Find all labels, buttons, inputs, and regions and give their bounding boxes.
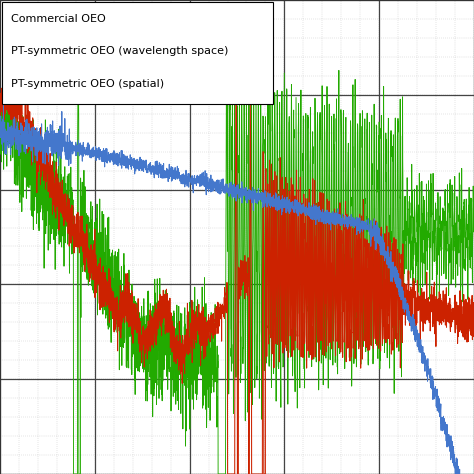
- Text: PT-symmetric OEO (wavelength space): PT-symmetric OEO (wavelength space): [11, 46, 228, 56]
- Text: PT-symmetric OEO (spatial): PT-symmetric OEO (spatial): [11, 79, 164, 89]
- Bar: [2, 2, 273, 104]
- Text: Commercial OEO: Commercial OEO: [11, 14, 106, 24]
